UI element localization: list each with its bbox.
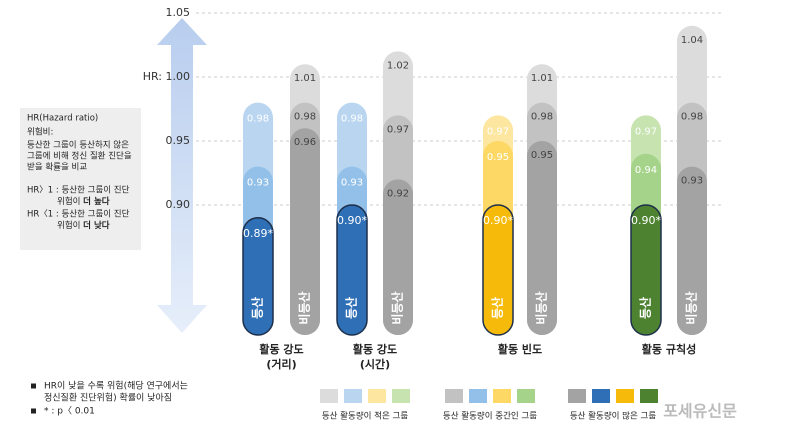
info-line: 그룹에 비해 정신 질환 진단을 — [27, 151, 132, 162]
value-label: 0.97 — [387, 124, 409, 135]
value-label: 0.98 — [681, 112, 703, 123]
reference-bar — [383, 179, 413, 335]
value-label: 0.97 — [487, 126, 509, 137]
note: 정신질환 진단위험) 확률이 낮아짐 — [44, 392, 172, 404]
info-title: HR(Hazard ratio) — [27, 114, 98, 124]
legend-swatch — [344, 389, 362, 403]
note: HR이 낮을 수록 위험(해당 연구에서는 — [44, 381, 188, 392]
info-line: 위험비: — [27, 128, 53, 138]
value-label: 1.02 — [387, 60, 409, 71]
reference-label: 비등산 — [534, 291, 549, 324]
bullet — [31, 408, 36, 414]
value-label: 0.98 — [531, 112, 553, 123]
reference-bar — [677, 166, 707, 335]
legend-swatch — [320, 389, 338, 403]
y-tick-label: 0.90 — [166, 198, 191, 211]
value-label: 0.98 — [341, 114, 363, 125]
reference-label: 비등산 — [390, 291, 405, 324]
y-tick-label: 1.05 — [166, 6, 191, 19]
category-label: 활동 강도 — [353, 342, 397, 356]
value-label: 0.92 — [387, 188, 409, 199]
climb-bar — [242, 217, 274, 336]
legend-swatch — [445, 389, 463, 403]
arrow — [157, 18, 207, 333]
value-label: 0.94 — [635, 165, 657, 176]
reference-label: 비등산 — [297, 291, 312, 324]
info-line: 등산한 그룹이 등산하지 않은 — [27, 140, 129, 151]
value-label: 1.01 — [294, 73, 316, 84]
legend-label: 등산 활동량이 중간인 그룹 — [443, 411, 537, 422]
watermark: 포세유신문 — [663, 402, 737, 421]
legend-label: 등산 활동량이 적은 그룹 — [322, 411, 408, 422]
climb-label: 등산 — [490, 297, 505, 319]
legend-swatch — [568, 389, 586, 403]
value-label: 0.98 — [247, 114, 269, 125]
info-line: 받을 확률을 비교 — [27, 162, 87, 173]
value-label: 1.04 — [681, 35, 703, 46]
category-label: 활동 규칙성 — [642, 342, 696, 356]
value-label: 0.90* — [337, 214, 367, 227]
value-label: 0.95 — [487, 152, 509, 163]
info-rule: 위험이 더 높다 — [57, 196, 110, 207]
legend-swatch — [616, 389, 634, 403]
info-rule: 위험이 더 낮다 — [57, 220, 110, 231]
category-label: (시간) — [360, 357, 390, 371]
legend-label: 등산 활동량이 많은 그룹 — [570, 411, 656, 422]
climb-bar — [336, 204, 368, 336]
legend-swatch — [592, 389, 610, 403]
info-rule: HR〈1 : 등산한 그룹이 진단 — [27, 209, 130, 220]
value-label: 0.97 — [635, 126, 657, 137]
legend-swatch — [640, 389, 658, 403]
category-label: (거리) — [266, 357, 296, 371]
note: * : p〈 0.01 — [44, 406, 95, 417]
legend-swatch — [493, 389, 511, 403]
category-label: 활동 빈도 — [498, 342, 542, 356]
y-tick-label: 0.95 — [166, 134, 191, 147]
climb-label: 등산 — [250, 297, 265, 319]
value-label: 0.93 — [247, 178, 269, 189]
climb-bar — [482, 204, 514, 336]
info-box — [20, 108, 141, 250]
category-label: 활동 강도 — [259, 342, 303, 356]
value-label: 0.89* — [243, 227, 273, 240]
legend-swatch — [368, 389, 386, 403]
value-label: 0.93 — [681, 176, 703, 187]
value-label: 0.90* — [631, 214, 661, 227]
value-label: 0.90* — [483, 214, 513, 227]
y-tick-label: HR: 1.00 — [143, 70, 190, 83]
reference-label: 비등산 — [684, 291, 699, 324]
climb-label: 등산 — [638, 297, 653, 319]
reference-bar — [290, 128, 320, 335]
value-label: 0.96 — [294, 137, 316, 148]
legend-swatch — [392, 389, 410, 403]
climb-bar — [630, 204, 662, 336]
value-label: 0.95 — [531, 150, 553, 161]
climb-label: 등산 — [344, 297, 359, 319]
value-label: 0.98 — [294, 112, 316, 123]
value-label: 0.93 — [341, 178, 363, 189]
reference-bar — [527, 141, 557, 335]
info-rule: HR〉1 : 등산한 그룹이 진단 — [27, 185, 130, 196]
bullet — [31, 383, 36, 389]
legend-swatch — [517, 389, 535, 403]
legend-swatch — [469, 389, 487, 403]
value-label: 1.01 — [531, 73, 553, 84]
